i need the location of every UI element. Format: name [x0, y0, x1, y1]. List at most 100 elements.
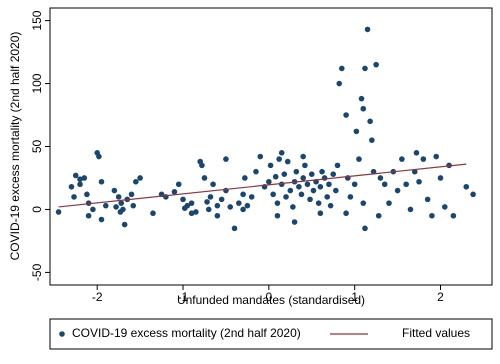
point: [424, 196, 431, 203]
point: [353, 128, 360, 135]
point: [373, 61, 379, 68]
point: [336, 80, 343, 87]
point: [257, 153, 264, 160]
y-tick-label: -50: [30, 263, 44, 281]
point: [72, 172, 79, 179]
point: [470, 191, 476, 198]
point: [300, 153, 306, 160]
point: [77, 176, 83, 183]
y-tick-label: 50: [30, 140, 44, 154]
point: [128, 191, 135, 198]
point: [362, 65, 368, 72]
point: [463, 183, 470, 190]
point: [441, 204, 448, 210]
point: [111, 187, 118, 194]
point: [115, 194, 122, 200]
legend-label: COVID-19 excess mortality (2nd half 2020…: [72, 326, 301, 340]
x-tick-label: 2: [437, 290, 444, 304]
point: [356, 156, 362, 162]
point: [205, 206, 212, 213]
point: [429, 212, 435, 219]
point: [281, 171, 288, 177]
point: [300, 175, 306, 181]
point: [302, 162, 308, 169]
point: [307, 196, 313, 203]
x-tick-label: -1: [178, 290, 189, 304]
point: [77, 181, 83, 188]
point: [98, 216, 105, 223]
point: [319, 168, 325, 175]
point: [278, 149, 285, 156]
point: [394, 187, 401, 194]
point: [326, 181, 332, 188]
point: [375, 212, 382, 219]
point: [284, 158, 291, 165]
point: [308, 171, 315, 177]
point: [304, 181, 311, 188]
point: [231, 225, 238, 232]
point: [267, 162, 274, 169]
point: [84, 191, 90, 198]
point: [351, 181, 358, 188]
point: [236, 200, 242, 206]
point: [55, 209, 62, 215]
point: [248, 194, 255, 200]
point: [272, 173, 279, 180]
point: [240, 191, 246, 198]
fit-line: [58, 163, 467, 208]
point: [321, 175, 328, 181]
point: [121, 221, 128, 228]
point: [150, 210, 156, 217]
point: [386, 200, 392, 206]
point: [214, 202, 221, 209]
point: [71, 194, 77, 200]
point: [210, 181, 216, 188]
x-tick-label: -2: [92, 290, 103, 304]
point: [317, 210, 324, 217]
y-tick-label: 0: [30, 206, 44, 213]
point: [324, 194, 331, 200]
point: [315, 200, 322, 206]
y-axis-label: COVID-19 excess mortality (2nd half 2020…: [8, 32, 22, 261]
point: [171, 189, 178, 195]
point: [137, 175, 143, 181]
y-tick-label: 150: [30, 10, 44, 30]
point: [227, 204, 234, 210]
point: [85, 200, 92, 206]
legend-marker: [59, 331, 65, 337]
x-axis-label: Unfunded mandates (standardised): [177, 293, 365, 307]
point: [218, 196, 225, 203]
point: [370, 168, 377, 175]
point: [130, 202, 137, 209]
point: [180, 196, 186, 203]
point: [339, 65, 345, 72]
legend-box: [49, 318, 493, 350]
point: [244, 202, 251, 209]
point: [310, 187, 317, 194]
point: [223, 156, 229, 162]
point: [113, 204, 119, 210]
point: [68, 183, 75, 190]
point: [364, 26, 371, 33]
point: [118, 200, 125, 206]
point: [96, 153, 102, 160]
point: [437, 175, 444, 181]
point: [207, 194, 214, 200]
point: [332, 187, 339, 194]
point: [330, 171, 337, 177]
point: [81, 175, 88, 181]
point: [188, 210, 195, 217]
point: [188, 200, 195, 206]
point: [407, 206, 414, 213]
point: [420, 156, 427, 162]
point: [253, 168, 259, 175]
point: [450, 212, 457, 219]
point: [362, 225, 368, 232]
x-tick-label: 0: [266, 290, 273, 304]
point: [201, 175, 208, 181]
point: [274, 212, 281, 219]
point: [214, 212, 221, 219]
point: [413, 149, 420, 156]
point: [369, 137, 375, 144]
point: [327, 202, 334, 209]
